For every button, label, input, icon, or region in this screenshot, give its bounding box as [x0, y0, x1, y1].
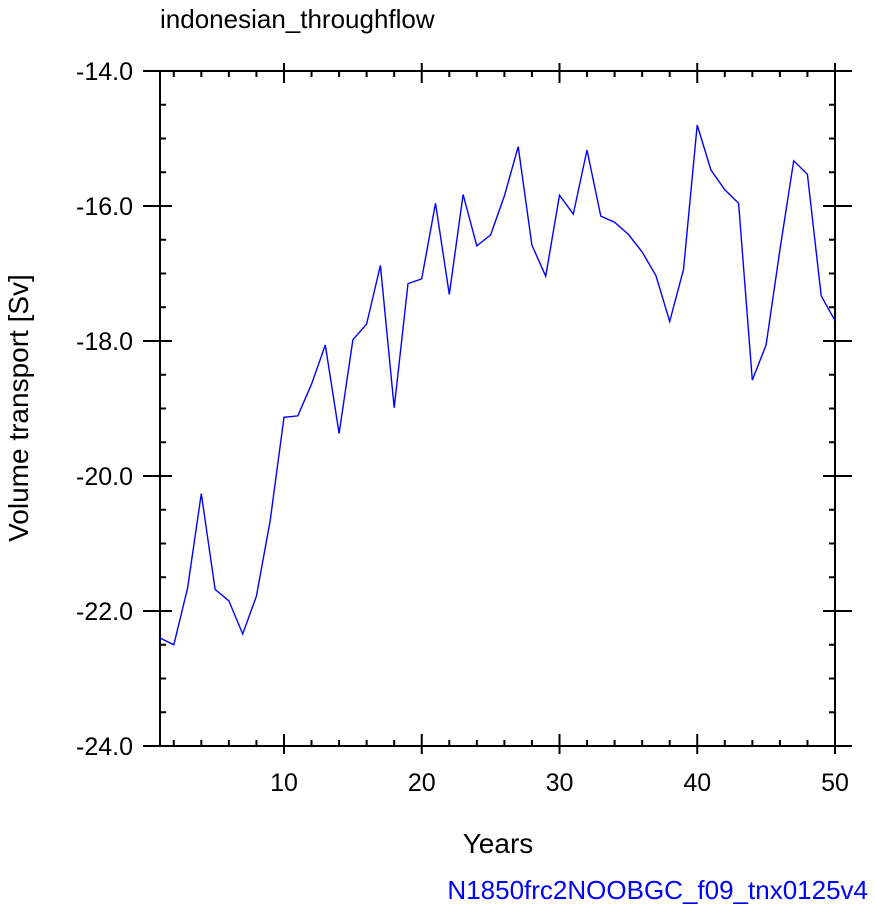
plot-area	[159, 70, 836, 747]
case-name-label: N1850frc2NOOBGC_f09_tnx0125v4	[447, 875, 868, 905]
chart-title: indonesian_throughflow	[160, 4, 435, 34]
x-tick-label: 20	[408, 769, 436, 797]
x-axis-label: Years	[463, 828, 534, 859]
x-tick-label: 40	[683, 769, 711, 797]
y-tick-label: -20.0	[76, 463, 133, 491]
y-axis-label: Volume transport [Sv]	[3, 274, 34, 542]
x-tick-label: 10	[270, 769, 298, 797]
x-tick-label: 30	[546, 769, 574, 797]
y-tick-label: -22.0	[76, 598, 133, 626]
series-line	[159, 124, 836, 646]
y-tick-label: -24.0	[76, 733, 133, 761]
x-tick-label: 50	[821, 769, 849, 797]
y-tick-label: -18.0	[76, 328, 133, 356]
y-tick-label: -14.0	[76, 58, 133, 86]
y-tick-label: -16.0	[76, 193, 133, 221]
